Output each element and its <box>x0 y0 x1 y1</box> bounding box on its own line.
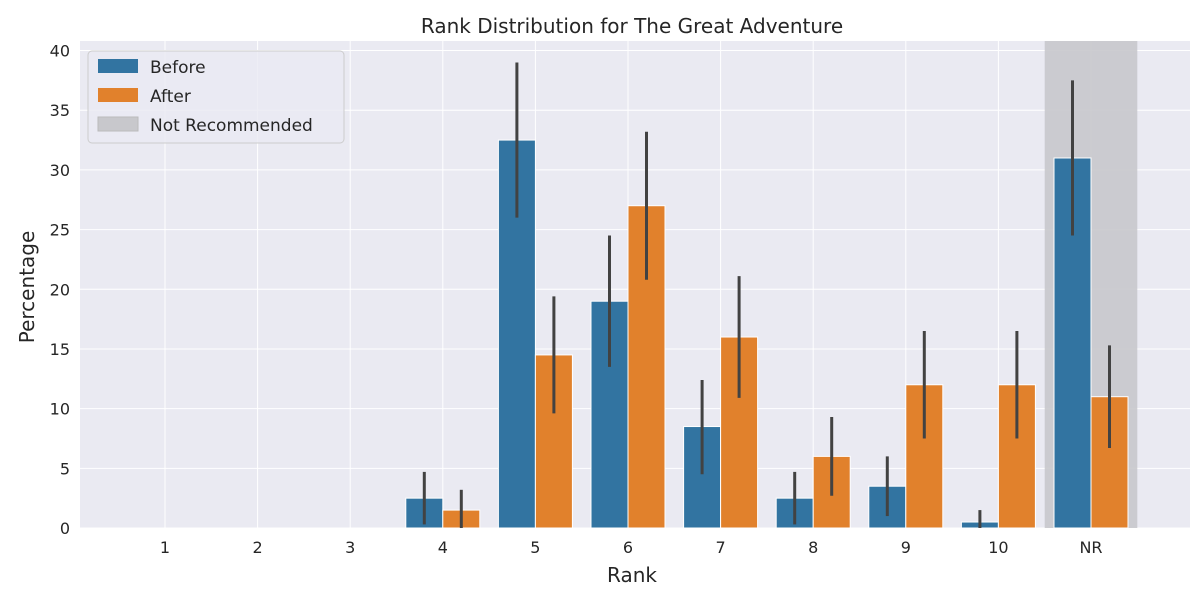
y-axis-label: Percentage <box>15 231 39 344</box>
x-tick-label: 4 <box>438 538 448 557</box>
x-tick-label: 3 <box>345 538 355 557</box>
legend-frame <box>87 50 345 144</box>
y-tick-label: 30 <box>50 161 70 180</box>
legend-swatch-before <box>98 59 138 73</box>
bar-before-6 <box>590 300 629 529</box>
legend-label-not-recommended: Not Recommended <box>150 116 313 136</box>
x-tick-label: NR <box>1079 538 1102 557</box>
legend-label-after: After <box>150 87 191 107</box>
y-axis-ticks: 0 5 10 15 20 25 30 35 40 <box>50 42 70 538</box>
x-axis-label: Rank <box>607 563 657 587</box>
y-tick-label: 10 <box>50 400 70 419</box>
bars <box>405 139 1129 529</box>
error-bars <box>422 62 1111 528</box>
x-tick-label: 10 <box>988 538 1008 557</box>
legend-swatch-not-recommended <box>97 116 139 132</box>
x-tick-label: 5 <box>530 538 540 557</box>
legend-swatch-after <box>98 88 138 102</box>
y-tick-label: 15 <box>50 340 70 359</box>
x-tick-label: 8 <box>808 538 818 557</box>
y-tick-label: 0 <box>60 519 70 538</box>
legend-label-before: Before <box>150 58 206 78</box>
y-tick-label: 5 <box>60 459 70 478</box>
y-tick-label: 40 <box>50 42 70 61</box>
x-tick-label: 9 <box>901 538 911 557</box>
chart-title: Rank Distribution for The Great Adventur… <box>421 14 843 38</box>
y-tick-label: 25 <box>50 221 70 240</box>
x-axis-ticks: 1 2 3 4 5 6 7 8 9 10 NR <box>160 538 1103 557</box>
y-tick-label: 20 <box>50 280 70 299</box>
x-tick-label: 2 <box>253 538 263 557</box>
legend: Before After Not Recommended <box>87 50 345 144</box>
x-tick-label: 6 <box>623 538 633 557</box>
x-tick-label: 7 <box>716 538 726 557</box>
y-tick-label: 35 <box>50 101 70 120</box>
x-tick-label: 1 <box>160 538 170 557</box>
